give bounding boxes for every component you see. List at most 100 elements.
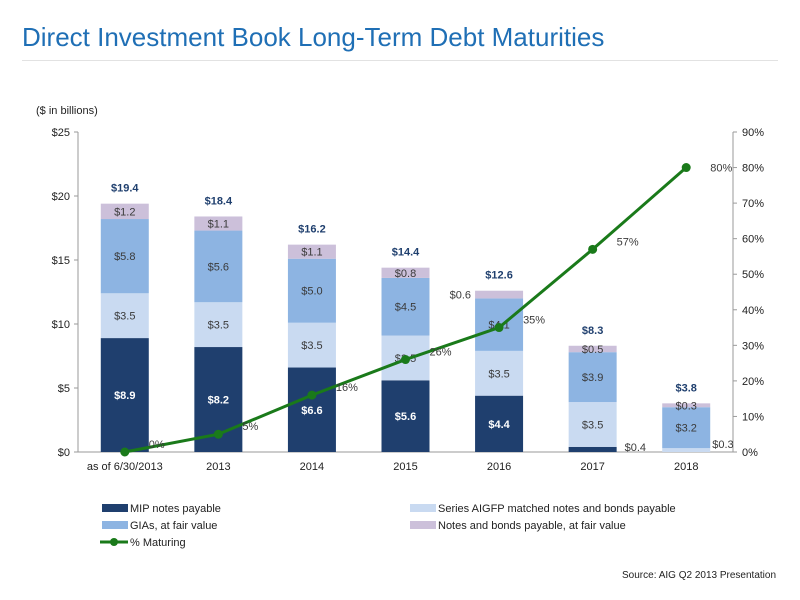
legend-label: Notes and bonds payable, at fair value bbox=[438, 520, 626, 532]
bar-segment bbox=[194, 216, 243, 231]
legend-swatch bbox=[410, 521, 436, 529]
segment-data-label: $5.0 bbox=[301, 286, 322, 298]
bar-segment bbox=[100, 219, 149, 294]
x-category-label: 2018 bbox=[674, 461, 698, 473]
bar-total-label: $14.4 bbox=[392, 247, 420, 259]
bar-segment bbox=[100, 338, 149, 452]
segment-data-label: $3.5 bbox=[582, 419, 603, 431]
bar-segment bbox=[287, 322, 336, 368]
segment-data-label: $5.6 bbox=[395, 411, 416, 423]
y-tick-label: $15 bbox=[52, 255, 70, 267]
segment-data-label: $4.5 bbox=[395, 302, 416, 314]
x-category-label: as of 6/30/2013 bbox=[87, 461, 163, 473]
maturing-point-label: 0% bbox=[149, 439, 165, 451]
segment-data-label: $3.5 bbox=[488, 368, 509, 380]
bar-segment bbox=[381, 277, 430, 336]
bar-segment bbox=[662, 403, 711, 408]
y2-tick-label: 0% bbox=[742, 447, 758, 459]
bar-segment bbox=[194, 230, 243, 303]
bar-total-label: $8.3 bbox=[582, 325, 603, 337]
maturing-point bbox=[681, 163, 691, 173]
segment-data-label: $0.8 bbox=[395, 268, 416, 280]
x-category-label: 2015 bbox=[393, 461, 417, 473]
bar-segment bbox=[568, 446, 617, 452]
bar-segment bbox=[381, 267, 430, 278]
legend-swatch bbox=[102, 504, 128, 512]
y2-tick-label: 70% bbox=[742, 198, 764, 210]
bar-segment bbox=[662, 407, 711, 449]
bar-segment bbox=[475, 350, 524, 396]
y2-tick-label: 10% bbox=[742, 411, 764, 423]
y2-tick-label: 30% bbox=[742, 340, 764, 352]
bar-segment bbox=[475, 290, 524, 299]
maturing-point bbox=[588, 244, 598, 254]
segment-data-label: $0.3 bbox=[712, 439, 733, 451]
segment-data-label: $0.6 bbox=[450, 290, 471, 302]
legend-label: MIP notes payable bbox=[130, 503, 221, 515]
maturing-point-label: 26% bbox=[430, 347, 452, 359]
segment-data-label: $1.1 bbox=[301, 247, 322, 259]
maturing-point bbox=[401, 355, 410, 365]
y2-tick-label: 90% bbox=[742, 127, 764, 139]
segment-data-label: $3.5 bbox=[301, 340, 322, 352]
maturing-point bbox=[494, 323, 504, 333]
maturing-point-label: 57% bbox=[617, 236, 639, 248]
y2-tick-label: 80% bbox=[742, 163, 764, 175]
segment-data-label: $0.3 bbox=[676, 400, 697, 412]
x-category-label: 2016 bbox=[487, 461, 511, 473]
y2-tick-label: 50% bbox=[742, 269, 764, 281]
maturing-point bbox=[213, 429, 223, 439]
y-tick-label: $10 bbox=[52, 319, 70, 331]
segment-data-label: $4.4 bbox=[488, 419, 510, 431]
segment-data-label: $1.1 bbox=[208, 219, 229, 231]
legend-swatch bbox=[102, 521, 128, 529]
maturing-point-label: 5% bbox=[242, 421, 258, 433]
segment-data-label: $8.2 bbox=[208, 395, 229, 407]
segment-data-label: $3.2 bbox=[676, 423, 697, 435]
bar-total-label: $12.6 bbox=[485, 270, 513, 282]
bar-total-label: $16.2 bbox=[298, 224, 326, 236]
y-tick-label: $0 bbox=[58, 447, 70, 459]
legend-marker bbox=[110, 538, 118, 546]
y-tick-label: $5 bbox=[58, 383, 70, 395]
y-tick-label: $25 bbox=[52, 127, 70, 139]
maturing-point-label: 16% bbox=[336, 382, 358, 394]
maturing-point bbox=[120, 447, 130, 457]
y2-tick-label: 40% bbox=[742, 305, 764, 317]
bar-segment bbox=[381, 380, 430, 452]
bar-segment bbox=[194, 302, 243, 348]
bar-segment bbox=[662, 448, 711, 452]
segment-data-label: $5.8 bbox=[114, 251, 135, 263]
maturing-point bbox=[307, 390, 317, 400]
segment-data-label: $0.4 bbox=[625, 442, 646, 454]
segment-data-label: $3.9 bbox=[582, 372, 603, 384]
segment-data-label: $8.9 bbox=[114, 390, 135, 402]
maturing-point-label: 80% bbox=[710, 163, 732, 175]
bar-segment bbox=[568, 402, 617, 447]
legend-label: % Maturing bbox=[130, 537, 186, 549]
legend-swatch bbox=[410, 504, 436, 512]
segment-data-label: $0.5 bbox=[582, 344, 603, 356]
bar-segment bbox=[287, 244, 336, 259]
bar-segment bbox=[100, 203, 149, 220]
segment-data-label: $6.6 bbox=[301, 405, 322, 417]
legend-label: GIAs, at fair value bbox=[130, 520, 217, 532]
y-tick-label: $20 bbox=[52, 191, 70, 203]
bar-total-label: $19.4 bbox=[111, 183, 139, 195]
bar-segment bbox=[287, 367, 336, 452]
unit-note: ($ in billions) bbox=[36, 105, 98, 117]
maturing-point-label: 35% bbox=[523, 315, 545, 327]
y2-tick-label: 20% bbox=[742, 376, 764, 388]
segment-data-label: $1.2 bbox=[114, 206, 135, 218]
bar-total-label: $3.8 bbox=[676, 382, 697, 394]
segment-data-label: $3.5 bbox=[114, 311, 135, 323]
title-divider bbox=[22, 60, 778, 61]
segment-data-label: $5.6 bbox=[208, 261, 229, 273]
bar-segment bbox=[568, 345, 617, 353]
x-category-label: 2014 bbox=[300, 461, 324, 473]
page-title: Direct Investment Book Long-Term Debt Ma… bbox=[22, 22, 605, 52]
source-note: Source: AIG Q2 2013 Presentation bbox=[622, 570, 776, 581]
x-category-label: 2013 bbox=[206, 461, 230, 473]
bar-segment bbox=[475, 395, 524, 452]
